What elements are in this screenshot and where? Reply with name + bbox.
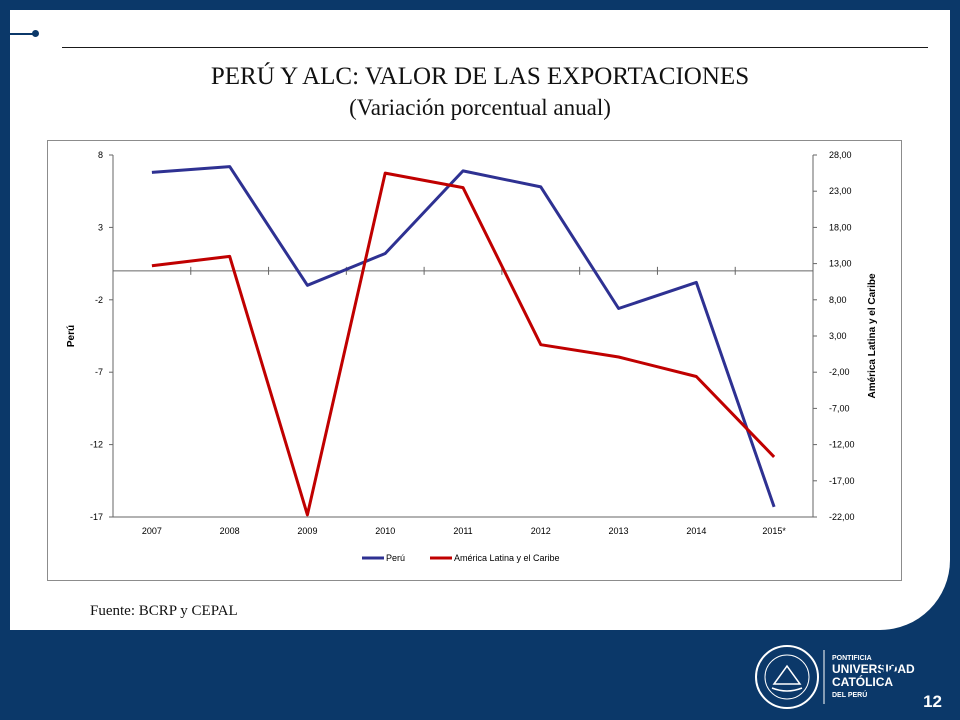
- y2-tick-label: 23,00: [829, 186, 852, 196]
- y2-tick-label: 8,00: [829, 295, 847, 305]
- y2-tick-label: 13,00: [829, 259, 852, 269]
- y2-axis-label: América Latina y el Caribe: [867, 273, 878, 398]
- y2-tick-label: -2,00: [829, 367, 850, 377]
- page-number: 12: [923, 692, 942, 711]
- title-rule: [62, 47, 928, 48]
- series-line-alc: [151, 171, 776, 517]
- university-seal-icon: PONTIFICIA UNIVERSIDAD CATÓLICA DEL PERÚ: [755, 645, 915, 709]
- chart-frame: 8 3 -2 -7 -12 -17 28,00 23,00 18,00 13,00 8,00 3,00…: [47, 140, 902, 581]
- x-tick-label: 2008: [220, 526, 240, 536]
- y2-tick-label: -12,00: [829, 440, 855, 450]
- slide-subtitle: (Variación porcentual anual): [349, 95, 611, 120]
- y2-tick-label: 28,00: [829, 150, 852, 160]
- y2-tick-label: 18,00: [829, 222, 852, 232]
- source-note: Fuente: BCRP y CEPAL: [90, 603, 238, 619]
- x-tick-label: 2014: [686, 526, 706, 536]
- page-number-overlay: 12: [880, 660, 897, 677]
- legend: Perú América Latina y el Caribe: [362, 553, 560, 563]
- x-tick-label: 2009: [297, 526, 317, 536]
- y2-tick-label: 3,00: [829, 331, 847, 341]
- series-line-peru: [151, 165, 776, 508]
- svg-text:PONTIFICIA: PONTIFICIA: [832, 655, 872, 662]
- x-tick-label: 2012: [531, 526, 551, 536]
- y-tick-label: -7: [95, 367, 103, 377]
- x-tick-label: 2013: [609, 526, 629, 536]
- y2-tick-label: -17,00: [829, 476, 855, 486]
- y-tick-label: -17: [90, 512, 103, 522]
- legend-label-peru: Perú: [386, 553, 405, 563]
- y-tick-label: 3: [98, 222, 103, 232]
- svg-text:CATÓLICA: CATÓLICA: [832, 674, 893, 689]
- x-tick-label: 2015*: [762, 526, 786, 536]
- slide-title: PERÚ Y ALC: VALOR DE LAS EXPORTACIONES: [210, 63, 750, 90]
- y2-tick-label: -7,00: [829, 403, 850, 413]
- svg-text:UNIVERSIDAD: UNIVERSIDAD: [832, 662, 915, 676]
- legend-label-alc: América Latina y el Caribe: [454, 553, 560, 563]
- svg-text:DEL PERÚ: DEL PERÚ: [832, 690, 867, 699]
- x-tick-label: 2011: [453, 526, 472, 536]
- x-tick-label: 2007: [142, 526, 162, 536]
- university-logo: PONTIFICIA UNIVERSIDAD CATÓLICA DEL PERÚ: [752, 642, 932, 712]
- y-tick-label: -2: [95, 295, 103, 305]
- y-tick-label: -12: [90, 440, 103, 450]
- corner-accent-line: [10, 33, 34, 35]
- line-chart: 8 3 -2 -7 -12 -17 28,00 23,00 18,00 13,00 8,00 3,00…: [66, 150, 878, 563]
- y-tick-label: 8: [98, 150, 103, 160]
- x-tick-label: 2010: [375, 526, 395, 536]
- corner-accent-dot: [32, 30, 39, 37]
- y2-tick-label: -22,00: [829, 512, 855, 522]
- y-axis-label: Perú: [66, 325, 77, 347]
